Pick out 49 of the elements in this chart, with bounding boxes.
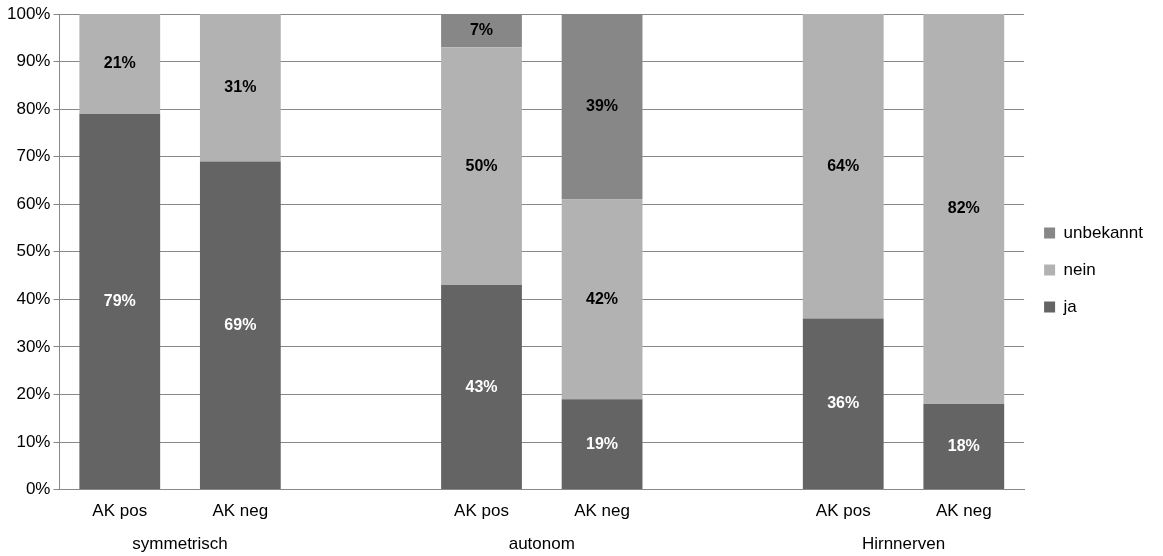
data-label: 42%	[586, 289, 619, 307]
legend-label: nein	[1063, 259, 1096, 279]
text: symmetrisch	[132, 533, 228, 553]
data-label: 21%	[103, 54, 136, 72]
bar	[802, 14, 884, 319]
y-tick-label: 50%	[16, 241, 51, 261]
data-label: 19%	[586, 434, 619, 452]
x-tick-label: AK neg	[212, 501, 269, 521]
y-tick-label: 30%	[16, 336, 51, 356]
bar	[79, 14, 161, 114]
y-tick-label: 20%	[16, 384, 51, 404]
x-tick-label: AK neg	[935, 501, 992, 521]
y-tick-label: 70%	[16, 146, 51, 166]
data-label: 39%	[586, 97, 619, 115]
data-label: 7%	[469, 21, 494, 39]
data-label: 43%	[465, 377, 498, 395]
y-tick-label: 90%	[16, 51, 51, 71]
y-tick-label: 0%	[25, 479, 51, 499]
bar	[199, 161, 281, 490]
y-tick-label: 100%	[7, 3, 51, 23]
legend-label: ja	[1062, 296, 1078, 316]
bar	[561, 199, 643, 400]
text: autonom	[508, 533, 575, 553]
x-tick-label: AK neg	[574, 501, 630, 521]
data-label: 79%	[103, 291, 136, 309]
x-tick-label: AK pos	[92, 501, 148, 521]
y-tick-label: 10%	[16, 431, 51, 451]
bar	[441, 47, 522, 286]
legend-label: unbekannt	[1063, 222, 1144, 242]
data-label: 31%	[224, 78, 257, 96]
data-label: 50%	[465, 156, 498, 174]
data-label: 18%	[947, 436, 980, 454]
bar	[923, 403, 1005, 490]
y-tick-label: 80%	[16, 98, 51, 118]
bar	[561, 399, 643, 490]
y-tick-label: 60%	[16, 193, 51, 213]
data-label: 36%	[827, 394, 860, 412]
y-tick-label: 40%	[16, 289, 51, 309]
text: Hirnnerven	[861, 533, 946, 553]
bar	[923, 14, 1005, 404]
data-label: 64%	[827, 156, 860, 174]
x-tick-label: AK pos	[815, 501, 871, 521]
bar	[199, 14, 281, 162]
bar	[79, 113, 161, 490]
bar	[441, 285, 522, 490]
data-label: 82%	[947, 199, 980, 217]
data-label: 69%	[224, 315, 257, 333]
bar	[802, 318, 884, 490]
x-tick-label: AK pos	[454, 501, 509, 521]
